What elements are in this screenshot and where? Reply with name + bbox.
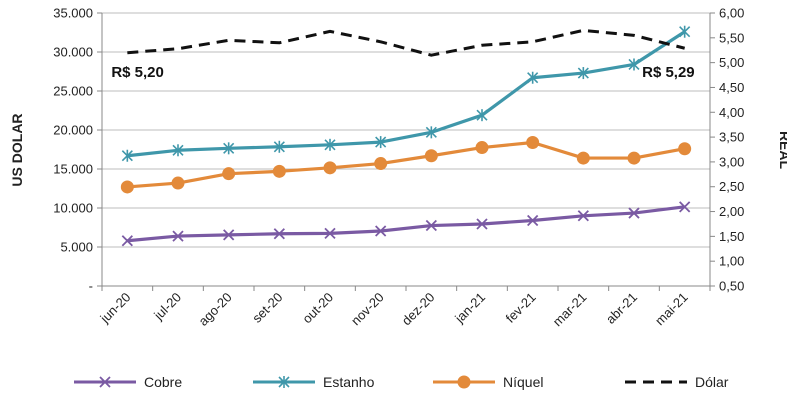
left-axis-ticks: - 5.000 10.000 15.000 20.000 25.000 30.000 35.0… (53, 6, 102, 294)
x-tick-label: mai-21 (652, 290, 691, 329)
right-tick-label: 4,50 (719, 80, 744, 95)
data-point-estanho (679, 25, 691, 38)
data-point-niquel (374, 157, 388, 171)
left-tick-label: - (89, 279, 93, 294)
data-point-cobre (476, 218, 488, 230)
left-axis-title: US DOLAR (9, 113, 25, 186)
annotation-label: R$ 5,29 (642, 64, 695, 81)
annotations: R$ 5,20 R$ 5,29 (111, 64, 694, 81)
data-point-niquel (457, 375, 471, 389)
data-point-estanho (273, 140, 285, 153)
legend-label: Estanho (323, 374, 375, 390)
x-tick-label: nov-20 (348, 290, 387, 329)
data-point-estanho (223, 142, 235, 155)
series-line-niquel (127, 140, 685, 189)
left-tick-label: 30.000 (53, 45, 93, 60)
data-point-cobre (628, 207, 640, 219)
data-point-cobre (375, 225, 387, 237)
data-point-niquel (678, 142, 692, 156)
left-tick-label: 10.000 (53, 201, 93, 216)
gridlines (102, 12, 710, 248)
data-point-cobre (172, 230, 184, 242)
data-point-cobre (99, 376, 111, 388)
data-point-estanho (121, 149, 133, 162)
right-tick-label: 2,50 (719, 179, 744, 194)
left-tick-label: 35.000 (53, 6, 93, 21)
right-tick-label: 3,00 (719, 154, 744, 169)
legend-item-dolar: Dólar (625, 374, 729, 390)
data-point-cobre (121, 235, 133, 247)
right-tick-label: 0,50 (719, 279, 744, 294)
data-point-estanho (628, 58, 640, 71)
data-point-niquel (272, 164, 286, 178)
left-tick-label: 5.000 (60, 240, 93, 255)
left-tick-label: 15.000 (53, 162, 93, 177)
data-point-niquel (171, 176, 185, 190)
legend: Cobre Estanho Níquel Dólar (74, 374, 729, 390)
right-tick-label: 5,00 (719, 55, 744, 70)
legend-label: Dólar (695, 374, 729, 390)
x-tick-label: fev-21 (503, 290, 539, 326)
data-point-niquel (627, 151, 641, 165)
legend-item-estanho: Estanho (253, 374, 375, 390)
data-point-cobre (577, 210, 589, 222)
legend-label: Cobre (144, 374, 182, 390)
data-point-estanho (577, 67, 589, 80)
data-point-cobre (425, 219, 437, 232)
data-point-estanho (324, 138, 336, 151)
right-tick-label: 5,50 (719, 30, 744, 45)
x-tick-label: jun-20 (97, 290, 134, 327)
data-point-estanho (172, 144, 184, 157)
data-point-niquel (222, 167, 236, 181)
x-tick-label: mar-21 (550, 290, 590, 330)
x-tick-label: set-20 (249, 290, 285, 326)
right-axis-title: REAL (777, 131, 787, 170)
data-point-niquel (424, 149, 438, 163)
right-tick-label: 4,00 (719, 105, 744, 120)
right-tick-label: 1,50 (719, 229, 744, 244)
data-point-estanho (527, 71, 539, 84)
x-tick-label: dez-20 (399, 290, 438, 329)
data-point-niquel (323, 161, 337, 175)
annotation-label: R$ 5,20 (111, 64, 164, 81)
data-point-estanho (425, 126, 437, 139)
legend-item-niquel: Níquel (433, 374, 543, 390)
data-point-cobre (223, 229, 235, 241)
data-point-niquel (120, 180, 134, 194)
x-tick-label: ago-20 (196, 290, 235, 329)
x-tick-label: abr-21 (603, 290, 640, 327)
data-point-cobre (273, 228, 285, 240)
left-tick-label: 25.000 (53, 84, 93, 99)
data-point-cobre (679, 201, 691, 213)
series-line-cobre (127, 205, 685, 243)
data-point-estanho (375, 136, 387, 149)
x-tick-label: jan-21 (451, 290, 488, 327)
legend-label: Níquel (503, 374, 543, 390)
series-line-dolar (127, 28, 686, 57)
x-tick-label: jul-20 (150, 290, 184, 324)
right-axis-ticks: 0,50 1,00 1,50 2,00 2,50 3,00 3,50 4,00 4,50 5,00… (710, 6, 744, 294)
left-tick-label: 20.000 (53, 123, 93, 138)
x-axis-ticks: jun-20 jul-20 ago-20 set-20 out-20 nov-20 dez-… (97, 286, 711, 330)
data-point-niquel (475, 141, 489, 155)
right-tick-label: 3,50 (719, 130, 744, 145)
data-point-niquel (526, 135, 540, 149)
data-point-cobre (324, 227, 336, 239)
series-layer (120, 25, 692, 247)
data-point-estanho (476, 109, 488, 122)
data-point-estanho (278, 376, 290, 388)
data-point-niquel (576, 151, 590, 165)
right-tick-label: 6,00 (719, 6, 744, 21)
right-tick-label: 1,00 (719, 254, 744, 269)
data-point-cobre (527, 214, 539, 227)
right-tick-label: 2,00 (719, 204, 744, 219)
series-line-estanho (127, 30, 686, 158)
x-tick-label: out-20 (299, 290, 336, 327)
legend-item-cobre: Cobre (74, 374, 182, 390)
